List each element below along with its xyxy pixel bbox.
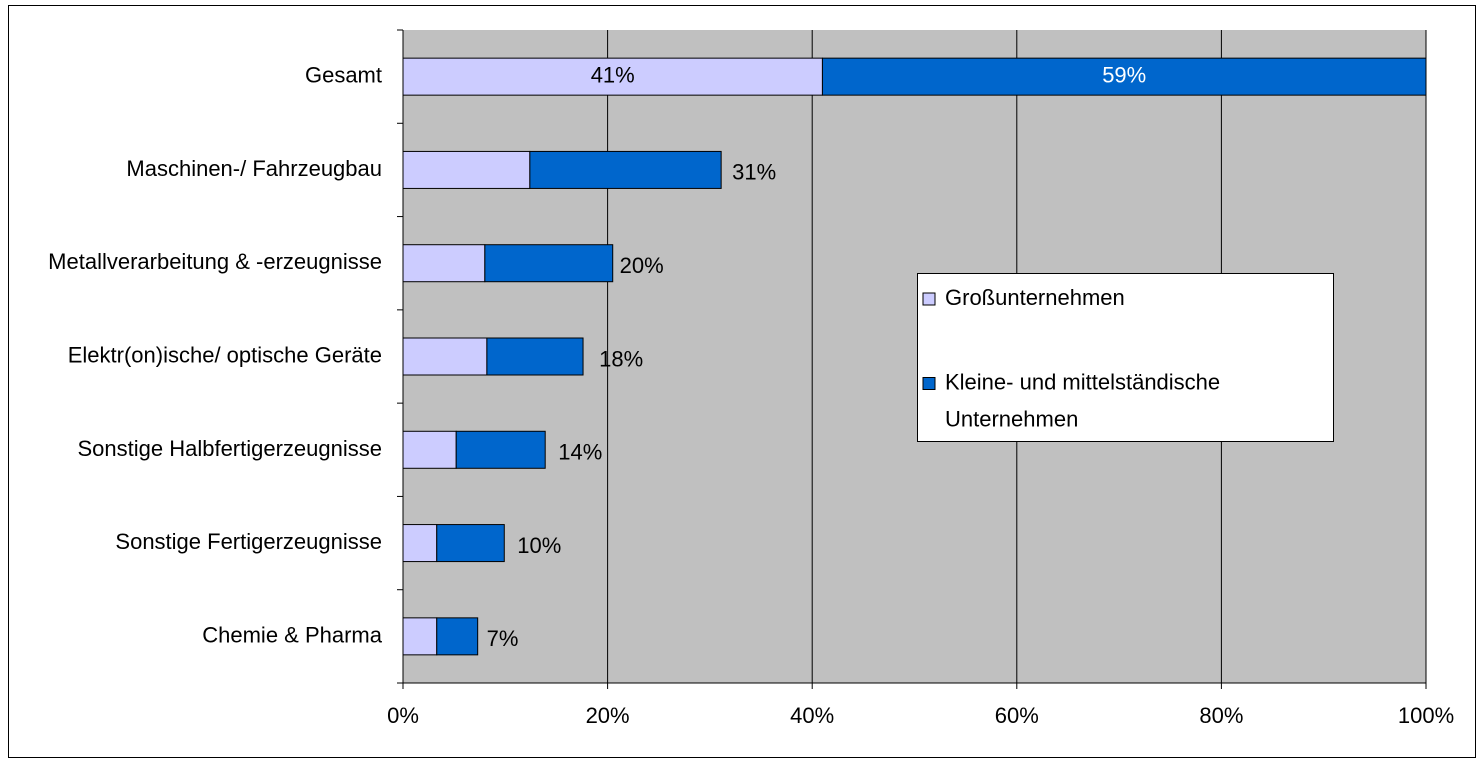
x-tick-label: 60%: [995, 703, 1039, 728]
x-tick-label: 80%: [1199, 703, 1243, 728]
legend-swatch: [922, 377, 936, 390]
legend-label: Großunternehmen: [945, 285, 1125, 310]
total-label: 14%: [558, 440, 602, 465]
total-label: 18%: [599, 346, 643, 371]
y-tick-label: Elektr(on)ische/ optische Geräte: [68, 342, 382, 367]
legend-label: Kleine- und mittelständische Unternehmen: [945, 369, 1220, 431]
total-label: 7%: [487, 626, 519, 651]
bar-segment: [486, 337, 584, 376]
bar-segment: [402, 57, 823, 96]
bar-segment: [402, 150, 531, 189]
bar-segment: [402, 337, 488, 376]
bar-segment: [455, 430, 546, 469]
bar-segment: [436, 617, 479, 656]
bar-segment: [529, 150, 722, 189]
bar-segment: [484, 244, 614, 283]
x-tick-label: 40%: [790, 703, 834, 728]
data-label: 59%: [1102, 62, 1146, 87]
total-label: 20%: [620, 253, 664, 278]
bar-segment: [402, 617, 438, 656]
bar-segment: [821, 57, 1427, 96]
total-label: 31%: [732, 160, 776, 185]
x-tick-label: 0%: [387, 703, 419, 728]
x-tick-label: 100%: [1398, 703, 1454, 728]
total-label: 10%: [517, 533, 561, 558]
bar-segment: [402, 524, 438, 563]
bar-segment: [402, 244, 486, 283]
data-label: 41%: [591, 62, 635, 87]
y-tick-label: Sonstige Halbfertigerzeugnisse: [77, 436, 382, 461]
y-tick-label: Maschinen-/ Fahrzeugbau: [126, 156, 382, 181]
bar-segment: [436, 524, 505, 563]
legend-box: [917, 273, 1334, 442]
bar-segment: [402, 430, 457, 469]
y-tick-label: Metallverarbeitung & -erzeugnisse: [48, 249, 382, 274]
y-tick-label: Chemie & Pharma: [202, 622, 383, 647]
x-tick-label: 20%: [586, 703, 630, 728]
legend-swatch: [922, 292, 936, 306]
y-tick-label: Gesamt: [305, 62, 382, 87]
y-tick-label: Sonstige Fertigerzeugnisse: [115, 529, 382, 554]
